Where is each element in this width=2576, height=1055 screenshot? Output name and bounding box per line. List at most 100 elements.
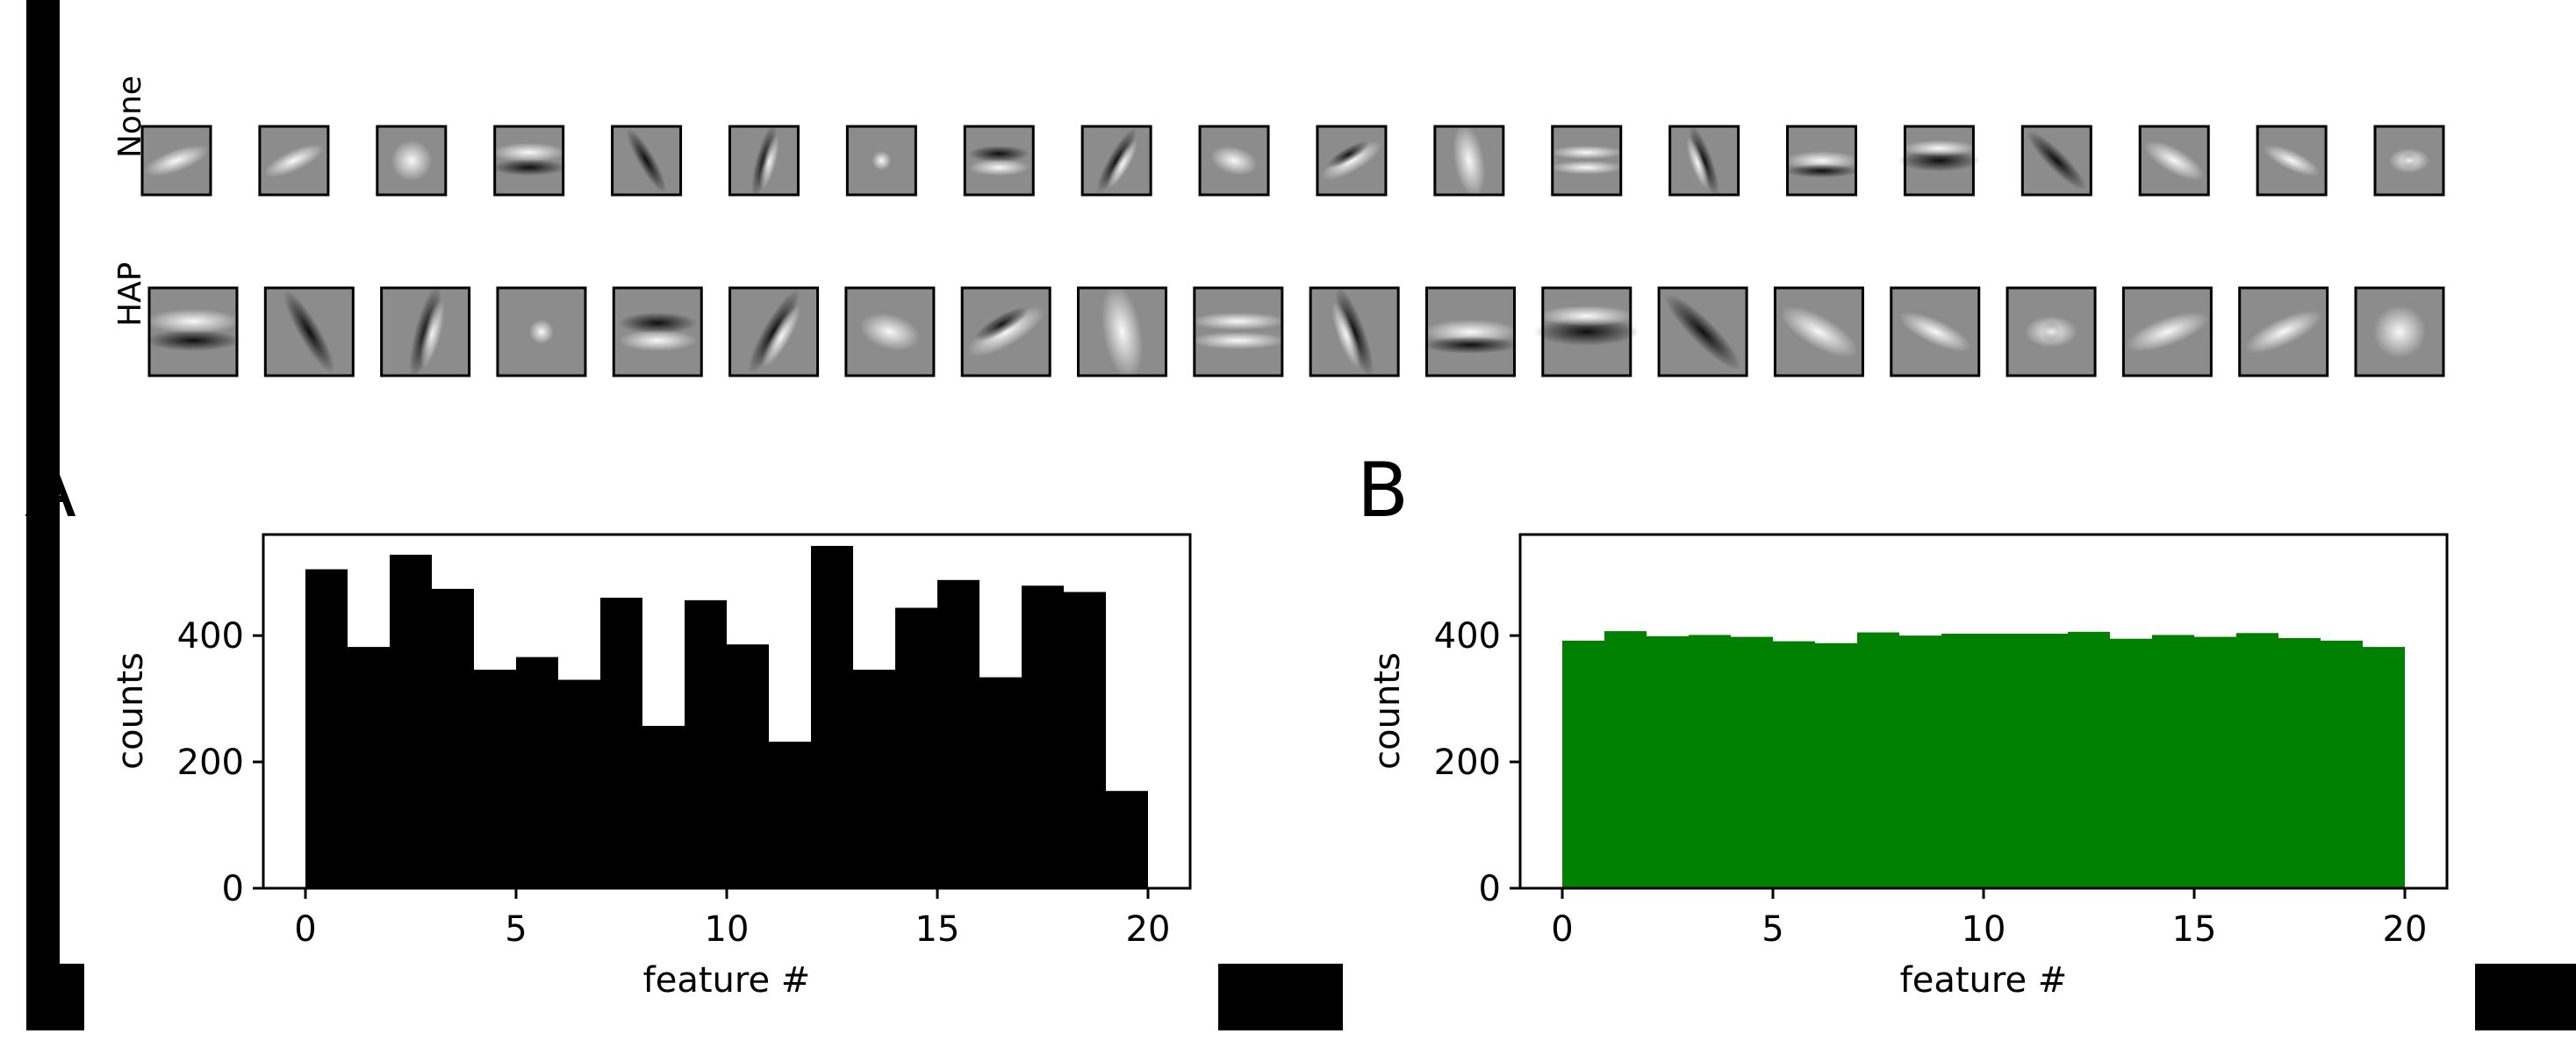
feature-thumb-0-10 bbox=[1316, 125, 1388, 197]
bar-b-0 bbox=[1562, 640, 1604, 888]
bar-a-0 bbox=[305, 569, 348, 888]
bar-a-4 bbox=[474, 670, 516, 888]
feature-thumb-1-15 bbox=[1890, 286, 1981, 377]
y-tick-label-a-1: 200 bbox=[177, 743, 244, 783]
x-axis-label-a: feature # bbox=[643, 960, 811, 1001]
x-tick-label-a-3: 15 bbox=[915, 909, 960, 950]
bar-b-1 bbox=[1604, 631, 1647, 888]
bar-a-15 bbox=[937, 579, 979, 888]
feature-thumb-1-1 bbox=[263, 286, 355, 377]
y-tick-label-b-1: 200 bbox=[1434, 743, 1501, 783]
y-ticks-a: 0 200 400 bbox=[177, 616, 263, 909]
x-tick-label-b-3: 15 bbox=[2172, 909, 2217, 950]
x-ticks-b: 0 5 10 15 20 bbox=[1551, 888, 2427, 950]
x-tick-label-b-1: 5 bbox=[1762, 909, 1783, 950]
bars-b bbox=[1562, 631, 2405, 888]
feature-thumb-0-18 bbox=[2256, 125, 2328, 197]
feature-thumb-0-5 bbox=[728, 124, 800, 197]
bar-a-2 bbox=[390, 555, 432, 888]
bar-a-10 bbox=[727, 644, 769, 888]
feature-thumb-1-14 bbox=[1773, 286, 1864, 377]
feature-thumb-0-4 bbox=[611, 125, 683, 197]
bar-a-18 bbox=[1064, 592, 1106, 888]
bar-a-9 bbox=[685, 599, 727, 888]
feature-thumb-1-6 bbox=[844, 286, 936, 377]
bar-b-2 bbox=[1647, 635, 1689, 888]
histogram-a: 0 5 10 15 20 0 200 400 feature # counts bbox=[111, 533, 1192, 1001]
feature-thumb-1-7 bbox=[960, 286, 1051, 377]
feature-thumb-1-16 bbox=[2006, 286, 2097, 377]
bar-a-6 bbox=[558, 679, 600, 888]
feature-thumb-0-2 bbox=[376, 125, 448, 197]
bar-b-5 bbox=[1773, 641, 1815, 888]
bar-b-9 bbox=[1941, 633, 1984, 888]
feature-thumb-1-3 bbox=[496, 286, 587, 377]
y-ticks-b: 0 200 400 bbox=[1434, 616, 1520, 909]
bar-a-12 bbox=[811, 545, 853, 888]
y-tick-label-a-2: 400 bbox=[177, 616, 244, 657]
feature-thumb-0-16 bbox=[2020, 125, 2092, 197]
feature-thumb-1-18 bbox=[2238, 286, 2329, 377]
bar-b-8 bbox=[1899, 635, 1941, 888]
x-tick-label-a-1: 5 bbox=[505, 909, 527, 950]
decor-bottom-left-block bbox=[26, 964, 84, 1030]
feature-thumb-0-19 bbox=[2373, 125, 2445, 197]
bar-b-17 bbox=[2278, 638, 2321, 888]
bar-b-10 bbox=[1984, 633, 2026, 888]
feature-thumb-0-9 bbox=[1198, 125, 1270, 197]
decor-bottom-mid-block bbox=[1218, 964, 1343, 1030]
x-axis-label-b: feature # bbox=[1900, 960, 2068, 1001]
bar-a-19 bbox=[1106, 791, 1148, 888]
feature-row-hap: HAP bbox=[112, 262, 2445, 380]
bar-b-12 bbox=[2068, 631, 2110, 888]
panel-letter-a: A bbox=[25, 447, 76, 535]
decor-bottom-right-block bbox=[2475, 964, 2576, 1030]
feature-thumb-1-2 bbox=[380, 284, 471, 379]
feature-thumb-1-5 bbox=[728, 286, 820, 377]
feature-thumb-1-4 bbox=[612, 286, 703, 377]
bar-b-18 bbox=[2321, 640, 2363, 888]
feature-thumb-0-8 bbox=[1080, 125, 1152, 197]
bars-a bbox=[305, 545, 1148, 888]
x-tick-label-a-4: 20 bbox=[1126, 909, 1171, 950]
x-ticks-a: 0 5 10 15 20 bbox=[294, 888, 1170, 950]
row-label-hap: HAP bbox=[112, 262, 148, 327]
bar-b-19 bbox=[2363, 647, 2405, 888]
feature-thumb-1-10 bbox=[1309, 286, 1400, 377]
feature-thumb-0-13 bbox=[1668, 125, 1740, 197]
y-tick-label-b-2: 400 bbox=[1434, 616, 1501, 657]
feature-thumb-1-11 bbox=[1422, 286, 1519, 377]
bar-a-5 bbox=[516, 657, 558, 888]
feature-thumb-0-0 bbox=[140, 125, 212, 197]
bar-b-3 bbox=[1689, 635, 1731, 888]
bar-b-15 bbox=[2194, 636, 2236, 888]
bar-b-4 bbox=[1731, 636, 1773, 888]
feature-thumb-0-3 bbox=[491, 125, 567, 197]
bar-a-16 bbox=[979, 677, 1022, 888]
feature-thumb-0-14 bbox=[1783, 125, 1860, 197]
y-tick-label-a-0: 0 bbox=[222, 869, 244, 909]
y-tick-label-b-0: 0 bbox=[1479, 869, 1501, 909]
bar-b-11 bbox=[2026, 633, 2068, 888]
bar-a-14 bbox=[895, 607, 937, 888]
feature-thumb-0-17 bbox=[2138, 125, 2210, 197]
feature-thumb-0-12 bbox=[1548, 125, 1625, 197]
bar-a-3 bbox=[432, 588, 474, 888]
feature-thumb-0-15 bbox=[1898, 125, 1981, 197]
bar-b-14 bbox=[2152, 635, 2194, 888]
y-axis-label-a: counts bbox=[111, 652, 151, 770]
feature-thumb-1-19 bbox=[2354, 286, 2445, 377]
bar-a-13 bbox=[853, 670, 895, 888]
bar-a-1 bbox=[348, 647, 390, 888]
panel-letter-b: B bbox=[1357, 447, 1409, 535]
bar-b-13 bbox=[2110, 638, 2152, 888]
bar-a-7 bbox=[600, 597, 642, 888]
x-tick-label-a-2: 10 bbox=[705, 909, 750, 950]
x-tick-label-b-0: 0 bbox=[1551, 909, 1573, 950]
feature-thumb-0-7 bbox=[963, 125, 1035, 197]
feature-thumb-0-11 bbox=[1433, 123, 1505, 198]
feature-thumb-1-8 bbox=[1077, 283, 1168, 380]
bar-a-8 bbox=[642, 726, 685, 888]
x-tick-label-b-2: 10 bbox=[1962, 909, 2006, 950]
